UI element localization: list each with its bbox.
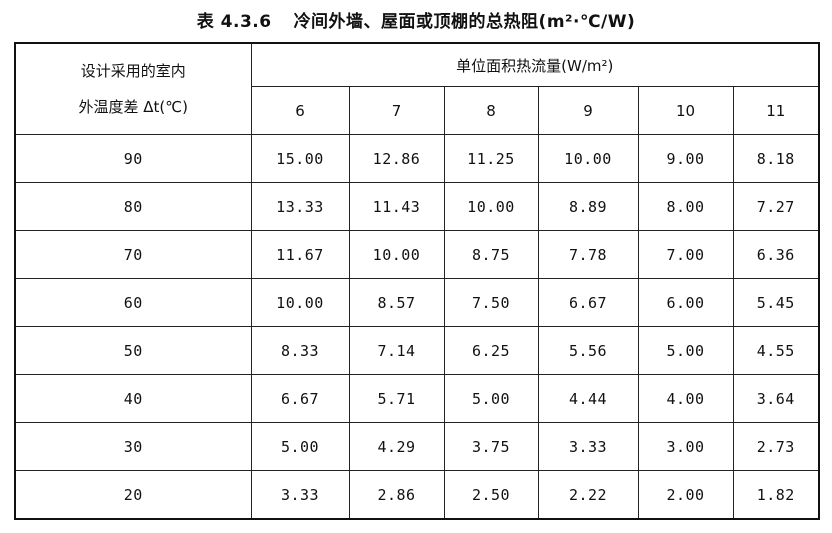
resistance-value-cell: 8.89: [537, 182, 639, 231]
resistance-value-cell: 8.57: [348, 278, 445, 327]
resistance-value-cell: 4.55: [732, 326, 820, 375]
table-title: 冷间外墙、屋面或顶棚的总热阻(m²·℃/W): [293, 12, 636, 32]
column-header: 10: [637, 86, 734, 135]
resistance-value-cell: 12.86: [348, 134, 445, 183]
column-header: 11: [732, 86, 820, 135]
resistance-value-cell: 4.29: [348, 422, 445, 471]
column-header: 6: [250, 86, 350, 135]
resistance-value-cell: 6.00: [637, 278, 734, 327]
resistance-value-cell: 10.00: [348, 230, 445, 279]
resistance-value-cell: 10.00: [250, 278, 350, 327]
table-row: 90 15.00 12.86 11.25 10.00 9.00 8.18: [14, 134, 820, 183]
resistance-value-cell: 7.27: [732, 182, 820, 231]
resistance-value-cell: 11.25: [443, 134, 539, 183]
thermal-resistance-table: 设计采用的室内 外温度差 Δt(℃) 单位面积热流量(W/m²) 6 7 8 9 10 1…: [14, 42, 820, 520]
table-row: 70 11.67 10.00 8.75 7.78 7.00 6.36: [14, 230, 820, 279]
resistance-value-cell: 15.00: [250, 134, 350, 183]
resistance-value-cell: 7.78: [537, 230, 639, 279]
resistance-value-cell: 3.75: [443, 422, 539, 471]
table-caption: 表 4.3.6 冷间外墙、屋面或顶棚的总热阻(m²·℃/W): [0, 7, 832, 32]
resistance-value-cell: 6.67: [250, 374, 350, 423]
resistance-value-cell: 4.00: [637, 374, 734, 423]
row-header-cell: 设计采用的室内 外温度差 Δt(℃): [14, 42, 252, 135]
resistance-value-cell: 11.67: [250, 230, 350, 279]
resistance-value-cell: 3.00: [637, 422, 734, 471]
column-header: 7: [348, 86, 445, 135]
resistance-value-cell: 3.33: [537, 422, 639, 471]
resistance-value-cell: 8.75: [443, 230, 539, 279]
table-row: 20 3.33 2.86 2.50 2.22 2.00 1.82: [14, 470, 820, 520]
resistance-value-cell: 8.18: [732, 134, 820, 183]
resistance-value-cell: 5.56: [537, 326, 639, 375]
resistance-value-cell: 7.00: [637, 230, 734, 279]
resistance-value-cell: 2.50: [443, 470, 539, 520]
resistance-value-cell: 10.00: [537, 134, 639, 183]
resistance-value-cell: 1.82: [732, 470, 820, 520]
resistance-value-cell: 5.00: [443, 374, 539, 423]
table-row: 40 6.67 5.71 5.00 4.44 4.00 3.64: [14, 374, 820, 423]
resistance-value-cell: 2.73: [732, 422, 820, 471]
resistance-value-cell: 6.36: [732, 230, 820, 279]
temperature-difference-cell: 70: [14, 230, 252, 279]
resistance-value-cell: 7.14: [348, 326, 445, 375]
table-row: 80 13.33 11.43 10.00 8.89 8.00 7.27: [14, 182, 820, 231]
resistance-value-cell: 13.33: [250, 182, 350, 231]
resistance-value-cell: 2.22: [537, 470, 639, 520]
column-header: 9: [537, 86, 639, 135]
column-header: 8: [443, 86, 539, 135]
temperature-difference-cell: 80: [14, 182, 252, 231]
table-number: 表 4.3.6: [196, 12, 272, 32]
resistance-value-cell: 2.00: [637, 470, 734, 520]
group-header: 单位面积热流量(W/m²): [250, 42, 820, 87]
resistance-value-cell: 2.86: [348, 470, 445, 520]
resistance-value-cell: 11.43: [348, 182, 445, 231]
temperature-difference-cell: 60: [14, 278, 252, 327]
resistance-value-cell: 5.00: [250, 422, 350, 471]
temperature-difference-cell: 40: [14, 374, 252, 423]
table-row: 60 10.00 8.57 7.50 6.67 6.00 5.45: [14, 278, 820, 327]
resistance-value-cell: 6.67: [537, 278, 639, 327]
resistance-value-cell: 10.00: [443, 182, 539, 231]
table-body: 90 15.00 12.86 11.25 10.00 9.00 8.18 80 13.33 11.…: [14, 134, 820, 520]
resistance-value-cell: 6.25: [443, 326, 539, 375]
resistance-value-cell: 7.50: [443, 278, 539, 327]
temperature-difference-cell: 90: [14, 134, 252, 183]
resistance-value-cell: 5.71: [348, 374, 445, 423]
resistance-value-cell: 8.33: [250, 326, 350, 375]
resistance-value-cell: 5.45: [732, 278, 820, 327]
resistance-value-cell: 8.00: [637, 182, 734, 231]
temperature-difference-cell: 30: [14, 422, 252, 471]
row-header-line-1: 设计采用的室内: [80, 62, 186, 80]
resistance-value-cell: 3.64: [732, 374, 820, 423]
temperature-difference-cell: 50: [14, 326, 252, 375]
table-row: 50 8.33 7.14 6.25 5.56 5.00 4.55: [14, 326, 820, 375]
temperature-difference-cell: 20: [14, 470, 252, 520]
resistance-value-cell: 4.44: [537, 374, 639, 423]
resistance-value-cell: 5.00: [637, 326, 734, 375]
resistance-value-cell: 3.33: [250, 470, 350, 520]
resistance-value-cell: 9.00: [637, 134, 734, 183]
column-header-row: 6 7 8 9 10 11: [15, 86, 820, 135]
table-row: 30 5.00 4.29 3.75 3.33 3.00 2.73: [14, 422, 820, 471]
row-header-line-2: 外温度差 Δt(℃): [78, 98, 188, 116]
